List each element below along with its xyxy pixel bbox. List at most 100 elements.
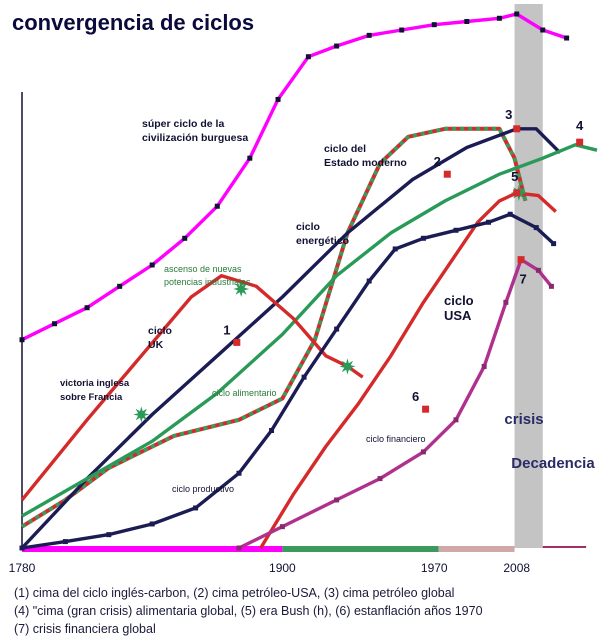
series-7-point-4 (420, 449, 426, 455)
series-0-point-6 (214, 203, 220, 209)
annotation-potencias1: ascenso de nuevas (164, 264, 242, 274)
numbered-label-6: 6 (412, 389, 419, 404)
series-7-point-9 (535, 267, 541, 273)
footnote-1: (1) cima del ciclo inglés-carbon, (2) ci… (14, 586, 455, 600)
x-tick-label-1900: 1900 (269, 561, 296, 575)
series-0-point-16 (514, 11, 520, 17)
series-6-point-6 (269, 428, 275, 434)
series-7-point-0 (236, 545, 242, 551)
series-7-point-7 (503, 299, 509, 305)
annotation-estado1: ciclo del (324, 143, 366, 155)
series-7-point-10 (548, 283, 554, 289)
series-6-point-2 (106, 532, 112, 538)
numbered-point-7 (517, 256, 525, 264)
series-7-point-5 (453, 417, 459, 423)
annotation-burguesa2: civilización burguesa (142, 132, 248, 144)
numbered-label-7: 7 (519, 272, 526, 287)
series-6-point-1 (62, 539, 68, 545)
annotation-uk1: ciclo (148, 325, 172, 337)
annotation-uk2: UK (148, 339, 164, 351)
series-6-point-3 (149, 521, 155, 527)
series-0-point-13 (431, 22, 437, 28)
annotation-alimentario: ciclo alimentario (212, 388, 277, 398)
annotation-victoria2: sobre Francia (60, 392, 123, 403)
annotation-energ1: ciclo (296, 221, 320, 233)
annotation-usa2: USA (444, 308, 472, 323)
numbered-point-1 (233, 338, 241, 346)
series-0-point-11 (366, 32, 372, 38)
series-6-point-12 (453, 227, 459, 233)
series-0-point-18 (564, 35, 570, 41)
crisis-band-layer (514, 4, 543, 548)
annotation-energ2: energético (296, 235, 349, 247)
numbered-point-2 (443, 170, 451, 178)
series-6-point-9 (366, 278, 372, 284)
numbered-label-2: 2 (434, 154, 441, 169)
numbered-point-6 (422, 405, 430, 413)
timeline-bar-segment-0 (22, 546, 283, 552)
label-layer: convergencia de ciclos 1 2 3 4 5 6 7 súper ciclo… (12, 10, 595, 494)
series-6-point-4 (193, 505, 199, 511)
series-0-point-5 (182, 235, 188, 241)
marker-layer (19, 11, 584, 551)
series-7-point-2 (334, 497, 340, 503)
numbered-label-5: 5 (511, 169, 518, 184)
x-tick-label-1970: 1970 (421, 561, 448, 575)
series-0-point-14 (464, 18, 470, 24)
series-0-point-12 (399, 27, 405, 33)
timeline-bar-segment-2 (438, 546, 515, 552)
series-4-line (20, 274, 364, 501)
annotation-victoria1: victoria inglesa (60, 378, 130, 389)
star-marker-1 (233, 281, 250, 297)
series-7-point-6 (481, 363, 487, 369)
numbered-label-4: 4 (576, 118, 584, 133)
annotation-financiero: ciclo financiero (366, 434, 426, 444)
series-0-point-9 (305, 54, 311, 60)
numbered-point-4 (576, 138, 584, 146)
numbered-point-3 (513, 125, 521, 133)
series-0-point-4 (149, 262, 155, 268)
crisis-band (514, 4, 543, 548)
series-0-point-8 (275, 96, 281, 102)
series-6-point-0 (19, 545, 25, 551)
series-0-point-7 (247, 155, 253, 161)
timeline-bar-segment-3 (542, 546, 587, 548)
numbered-point-5 (513, 189, 521, 197)
series-0-point-2 (84, 305, 90, 311)
star-marker-2 (339, 358, 356, 375)
x-tick-label-1780: 1780 (9, 561, 36, 575)
series-7-point-1 (279, 524, 285, 530)
series-6-point-10 (392, 246, 398, 252)
annotation-productivo: ciclo productivo (172, 484, 234, 494)
chart-title: convergencia de ciclos (12, 10, 254, 35)
series-0-point-3 (117, 283, 123, 289)
numbered-label-3: 3 (505, 107, 512, 122)
series-0-point-10 (334, 43, 340, 49)
star-marker-0 (133, 406, 150, 423)
footnote-3: (7) crisis financiera global (14, 622, 156, 636)
series-6-point-14 (507, 211, 513, 217)
series-6-point-5 (236, 470, 242, 476)
crisis-band-label-0: crisis (504, 411, 543, 428)
series-0-line (21, 12, 568, 342)
series-3-line (21, 143, 598, 518)
x-tick-label-2008: 2008 (503, 561, 530, 575)
crisis-band-label-1: Decadencia (511, 455, 595, 472)
series-2-line (20, 127, 562, 550)
axis-layer: 1780 1900 1970 2008 (9, 92, 587, 575)
timeline-bar-segment-1 (282, 546, 439, 552)
numbered-label-1: 1 (223, 322, 230, 337)
annotation-estado2: Estado moderno (324, 157, 407, 169)
footnote-2: (4) "cima (gran crisis) alimentaria glob… (14, 604, 483, 618)
series-7-point-3 (377, 476, 383, 482)
series-6-point-16 (551, 241, 557, 247)
series-6-point-13 (486, 219, 492, 225)
series-6-point-7 (301, 374, 307, 380)
series-6-point-8 (334, 326, 340, 332)
series-0-point-15 (496, 15, 502, 21)
series-1-line (20, 126, 528, 529)
series-0-point-0 (19, 337, 25, 343)
annotation-burguesa1: súper ciclo de la (142, 118, 224, 130)
series-6-point-11 (420, 235, 426, 241)
